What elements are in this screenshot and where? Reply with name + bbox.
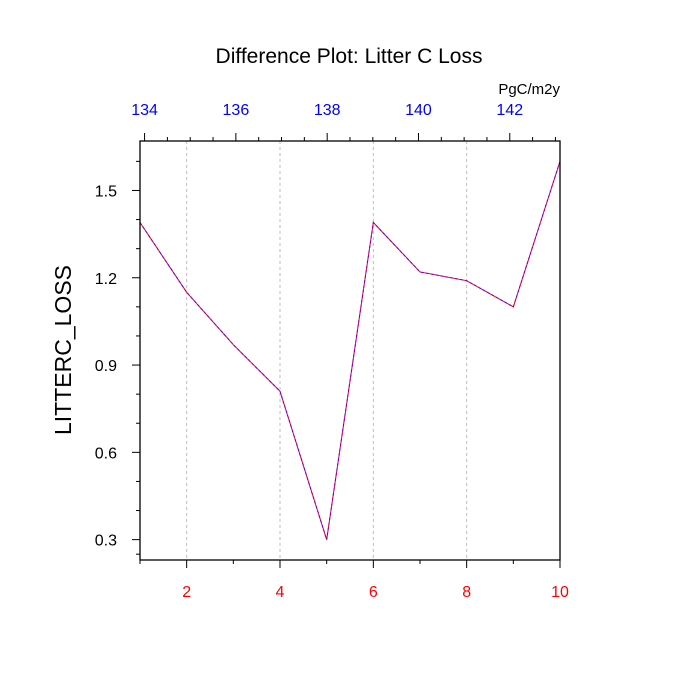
series-layer: [139, 161, 561, 540]
axes-layer: 2 4 6 8 10 134 136 138 140 142 0.3 0.6 0.9 1.2 1.5: [95, 102, 569, 601]
x-tick-label: 6: [369, 584, 378, 601]
x-tick-label: 4: [276, 584, 285, 601]
x-tick-label: 2: [182, 584, 191, 601]
grid-layer: [186, 141, 468, 560]
units-label: PgC/m2y: [498, 81, 560, 98]
chart-title: Difference Plot: Litter C Loss: [216, 45, 483, 68]
series-line-base: [139, 161, 561, 540]
top-tick-label: 138: [314, 102, 341, 119]
y-tick-label: 1.2: [95, 271, 117, 288]
top-tick-label: 142: [496, 102, 523, 119]
plot-frame: [139, 140, 561, 561]
series-line: [139, 161, 561, 540]
top-tick-label: 134: [131, 102, 158, 119]
top-tick-label: 136: [223, 102, 250, 119]
y-tick-label: 0.9: [95, 358, 117, 375]
y-tick-label: 0.3: [95, 533, 117, 550]
x-tick-label: 10: [551, 584, 569, 601]
y-tick-label: 0.6: [95, 445, 117, 462]
y-tick-label: 1.5: [95, 183, 117, 200]
top-tick-label: 140: [405, 102, 432, 119]
x-tick-label: 8: [462, 584, 471, 601]
y-axis-label: LITTERC_LOSS: [50, 265, 76, 435]
